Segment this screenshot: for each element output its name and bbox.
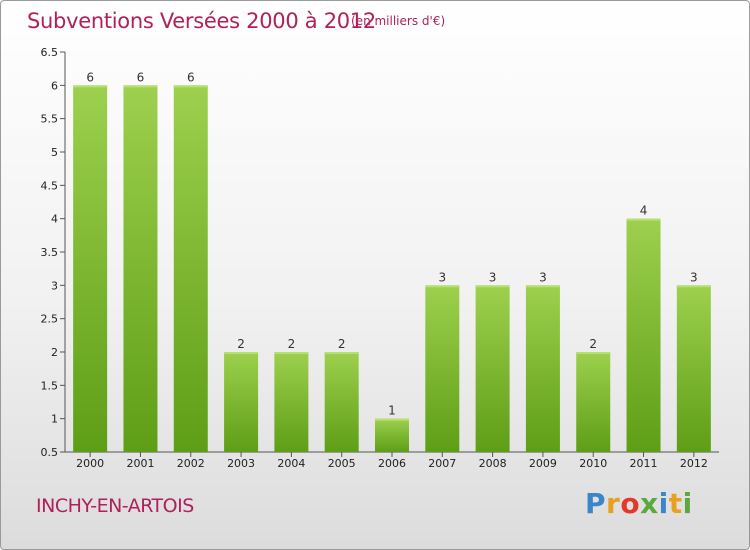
x-tick-label: 2004 <box>277 457 305 470</box>
bar <box>73 85 108 452</box>
data-label: 6 <box>137 70 145 84</box>
bar <box>224 352 259 452</box>
bar <box>425 285 460 452</box>
y-tick-label: 4.5 <box>41 179 59 192</box>
y-tick-label: 2.5 <box>41 313 59 326</box>
data-label: 3 <box>438 270 446 284</box>
bar-highlight <box>626 218 661 221</box>
bar-highlight <box>425 285 460 288</box>
bar-highlight <box>324 352 359 354</box>
data-label: 3 <box>690 270 698 284</box>
data-label: 2 <box>338 337 346 351</box>
data-label: 6 <box>86 70 94 84</box>
unit-note: (en milliers d'€) <box>351 14 446 28</box>
x-tick-label: 2006 <box>378 457 406 470</box>
bar-highlight <box>676 285 711 288</box>
x-tick-label: 2003 <box>227 457 255 470</box>
logo-letter: P <box>585 487 607 520</box>
x-tick-label: 2009 <box>529 457 557 470</box>
data-label: 2 <box>288 337 296 351</box>
bar-highlight <box>173 85 208 88</box>
x-tick-label: 2010 <box>579 457 607 470</box>
bar <box>626 218 661 452</box>
bar <box>676 285 711 452</box>
bar <box>173 85 208 452</box>
bar-highlight <box>274 352 309 354</box>
logo-letter: o <box>620 487 641 520</box>
bar-highlight <box>224 352 259 354</box>
x-tick-label: 2011 <box>630 457 658 470</box>
logo-letter: r <box>606 487 621 520</box>
data-label: 6 <box>187 70 195 84</box>
proxiti-logo: Proxiti <box>585 487 693 520</box>
x-tick-label: 2007 <box>428 457 456 470</box>
data-label: 2 <box>237 337 245 351</box>
x-tick-label: 2005 <box>328 457 356 470</box>
bar <box>274 352 309 452</box>
logo-letter: t <box>668 487 683 520</box>
x-tick-label: 2008 <box>479 457 507 470</box>
x-tick-label: 2012 <box>680 457 708 470</box>
data-label: 2 <box>589 337 597 351</box>
x-tick-label: 2001 <box>126 457 154 470</box>
logo-letter: i <box>658 487 669 520</box>
bar-highlight <box>375 418 409 421</box>
data-label: 1 <box>388 404 396 418</box>
bar <box>525 285 560 452</box>
y-tick-label: 5.5 <box>41 113 59 126</box>
y-tick-label: 3 <box>51 279 58 292</box>
bar-highlight <box>73 85 108 88</box>
y-tick-label: 2 <box>51 346 58 359</box>
bar-highlight <box>123 85 158 88</box>
bar <box>475 285 510 452</box>
bar <box>123 85 158 452</box>
y-tick-label: 4 <box>51 213 58 226</box>
bars <box>73 85 711 452</box>
y-tick-label: 0.5 <box>41 446 59 459</box>
data-label: 3 <box>539 270 547 284</box>
chart-title: Subventions Versées 2000 à 2012 <box>27 9 376 33</box>
bar <box>375 418 409 452</box>
x-tick-label: 2002 <box>177 457 205 470</box>
y-tick-label: 1 <box>51 413 58 426</box>
logo-letter: i <box>682 487 693 520</box>
bar-highlight <box>475 285 510 288</box>
logo-letter: x <box>640 487 659 520</box>
y-tick-label: 1.5 <box>41 379 59 392</box>
bar-highlight <box>525 285 560 288</box>
bar <box>576 352 611 452</box>
labels: 2000 6 2001 6 2002 6 2003 2 2004 2 2005 2 2006 1 2007 3… <box>76 70 708 470</box>
data-label: 4 <box>640 204 648 218</box>
bar <box>324 352 359 452</box>
bar-highlight <box>576 352 611 354</box>
y-tick-label: 3.5 <box>41 246 59 259</box>
x-tick-label: 2000 <box>76 457 104 470</box>
y-tick-label: 5 <box>51 146 58 159</box>
data-label: 3 <box>489 270 497 284</box>
y-tick-label: 6 <box>51 79 58 92</box>
y-tick-label: 6.5 <box>41 46 59 59</box>
place-name: INCHY-EN-ARTOIS <box>36 495 194 517</box>
